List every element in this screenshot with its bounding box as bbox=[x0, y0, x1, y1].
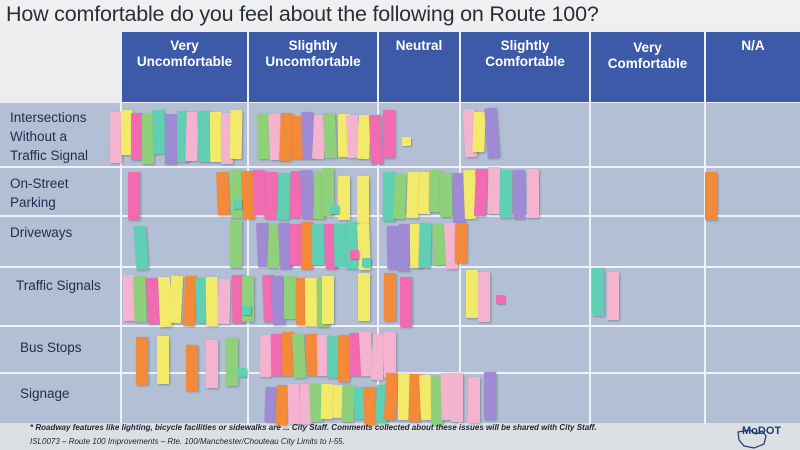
sticky-note bbox=[345, 222, 358, 270]
column-header-very-uncomfortable: Very Uncomfortable bbox=[122, 32, 247, 102]
sticky-note bbox=[333, 223, 347, 268]
column-header-neutral: Neutral bbox=[379, 32, 459, 102]
sticky-note bbox=[206, 340, 218, 388]
sticky-dot bbox=[238, 368, 247, 377]
sticky-note bbox=[400, 277, 412, 327]
column-header-slightly-comfortable: Slightly Comfortable bbox=[461, 32, 589, 102]
sticky-note bbox=[478, 272, 490, 322]
sticky-note bbox=[487, 167, 501, 215]
sticky-note bbox=[396, 224, 411, 272]
sticky-dot bbox=[362, 258, 371, 267]
sticky-dot bbox=[350, 250, 359, 259]
sticky-note bbox=[358, 273, 370, 321]
sticky-note bbox=[305, 278, 318, 327]
sticky-note bbox=[322, 168, 334, 216]
sticky-note bbox=[311, 223, 325, 265]
sticky-dot bbox=[233, 200, 242, 209]
sticky-note bbox=[252, 169, 266, 216]
sticky-note bbox=[229, 110, 243, 159]
sticky-note bbox=[275, 384, 289, 425]
row-label-bus-stops: Bus Stops bbox=[20, 340, 82, 355]
sticky-note bbox=[289, 223, 302, 266]
sticky-note bbox=[440, 172, 453, 217]
sticky-note bbox=[278, 112, 293, 161]
column-header-slightly-uncomfortable: Slightly Uncomfortable bbox=[249, 32, 377, 102]
sticky-note bbox=[299, 170, 314, 220]
sticky-note bbox=[168, 275, 183, 324]
row-band bbox=[0, 166, 800, 168]
column-divider bbox=[589, 32, 591, 424]
sticky-note bbox=[196, 111, 211, 163]
column-header-label: Very Comfortable bbox=[607, 40, 688, 71]
column-divider bbox=[704, 32, 706, 424]
sticky-note bbox=[322, 276, 334, 324]
sticky-note bbox=[592, 268, 604, 316]
footnote: * Roadway features like lighting, bicycl… bbox=[30, 423, 597, 432]
column-header-label: Slightly Comfortable bbox=[485, 38, 565, 69]
sticky-note bbox=[131, 113, 144, 160]
sticky-note bbox=[226, 338, 238, 386]
project-note: ISL0073 – Route 100 Improvements – Rte. … bbox=[30, 437, 345, 446]
column-header-na: N/A bbox=[706, 32, 800, 102]
sticky-note bbox=[215, 171, 230, 216]
sticky-note bbox=[468, 377, 480, 423]
sticky-note bbox=[322, 113, 337, 159]
sticky-note bbox=[320, 383, 334, 420]
sticky-note bbox=[466, 270, 478, 318]
sticky-note bbox=[264, 171, 278, 219]
column-header-label: Neutral bbox=[395, 38, 443, 53]
sticky-note bbox=[383, 110, 395, 158]
sticky-note bbox=[157, 336, 169, 384]
sticky-note bbox=[454, 223, 467, 264]
column-divider bbox=[377, 32, 379, 424]
sticky-note bbox=[136, 337, 148, 385]
sticky-note bbox=[291, 333, 306, 379]
row-label-driveways: Driveways bbox=[10, 225, 73, 240]
column-header-label: Slightly Uncomfortable bbox=[265, 38, 361, 69]
sticky-note bbox=[607, 272, 619, 320]
sticky-note bbox=[473, 168, 488, 217]
sticky-note bbox=[472, 111, 486, 153]
sticky-note bbox=[499, 169, 512, 218]
sticky-note bbox=[384, 273, 396, 321]
sticky-note bbox=[230, 220, 242, 268]
column-divider bbox=[247, 32, 249, 424]
sticky-note bbox=[369, 115, 384, 165]
sticky-dot bbox=[496, 295, 505, 304]
sticky-note bbox=[341, 384, 355, 423]
sticky-note bbox=[152, 109, 166, 155]
sticky-dot bbox=[330, 205, 339, 214]
sticky-note bbox=[526, 169, 539, 219]
sticky-note bbox=[705, 172, 717, 220]
sticky-note bbox=[217, 278, 231, 325]
sticky-dot bbox=[402, 137, 411, 146]
sticky-note bbox=[384, 332, 396, 378]
column-divider bbox=[120, 103, 122, 423]
sticky-note bbox=[270, 276, 285, 326]
modot-logo bbox=[737, 429, 767, 449]
sticky-note bbox=[512, 170, 525, 219]
column-header-label: Very Uncomfortable bbox=[136, 38, 233, 69]
column-header-very-comfortable: Very Comfortable bbox=[591, 32, 704, 102]
sticky-note bbox=[186, 345, 198, 391]
sticky-note bbox=[418, 222, 432, 268]
sticky-note bbox=[484, 372, 496, 420]
sticky-note bbox=[357, 176, 369, 224]
row-label-signage: Signage bbox=[20, 386, 70, 401]
page-title: How comfortable do you feel about the fo… bbox=[6, 2, 599, 26]
sticky-note bbox=[301, 222, 314, 269]
sticky-note bbox=[283, 276, 296, 320]
sticky-note bbox=[383, 372, 398, 421]
sticky-note bbox=[164, 113, 177, 165]
sticky-note bbox=[241, 275, 254, 323]
row-label-on-street-parking: On-Street Parking bbox=[10, 176, 69, 210]
row-label-traffic-signals: Traffic Signals bbox=[16, 278, 101, 293]
column-header-label: N/A bbox=[741, 38, 765, 53]
sticky-note bbox=[128, 172, 140, 220]
sticky-note bbox=[338, 176, 350, 220]
row-label-intersections: Intersections Without a Traffic Signal bbox=[10, 110, 89, 163]
sticky-dot bbox=[242, 306, 251, 315]
sticky-note bbox=[450, 372, 464, 422]
modot-logo-text: MoDOT bbox=[742, 425, 782, 437]
